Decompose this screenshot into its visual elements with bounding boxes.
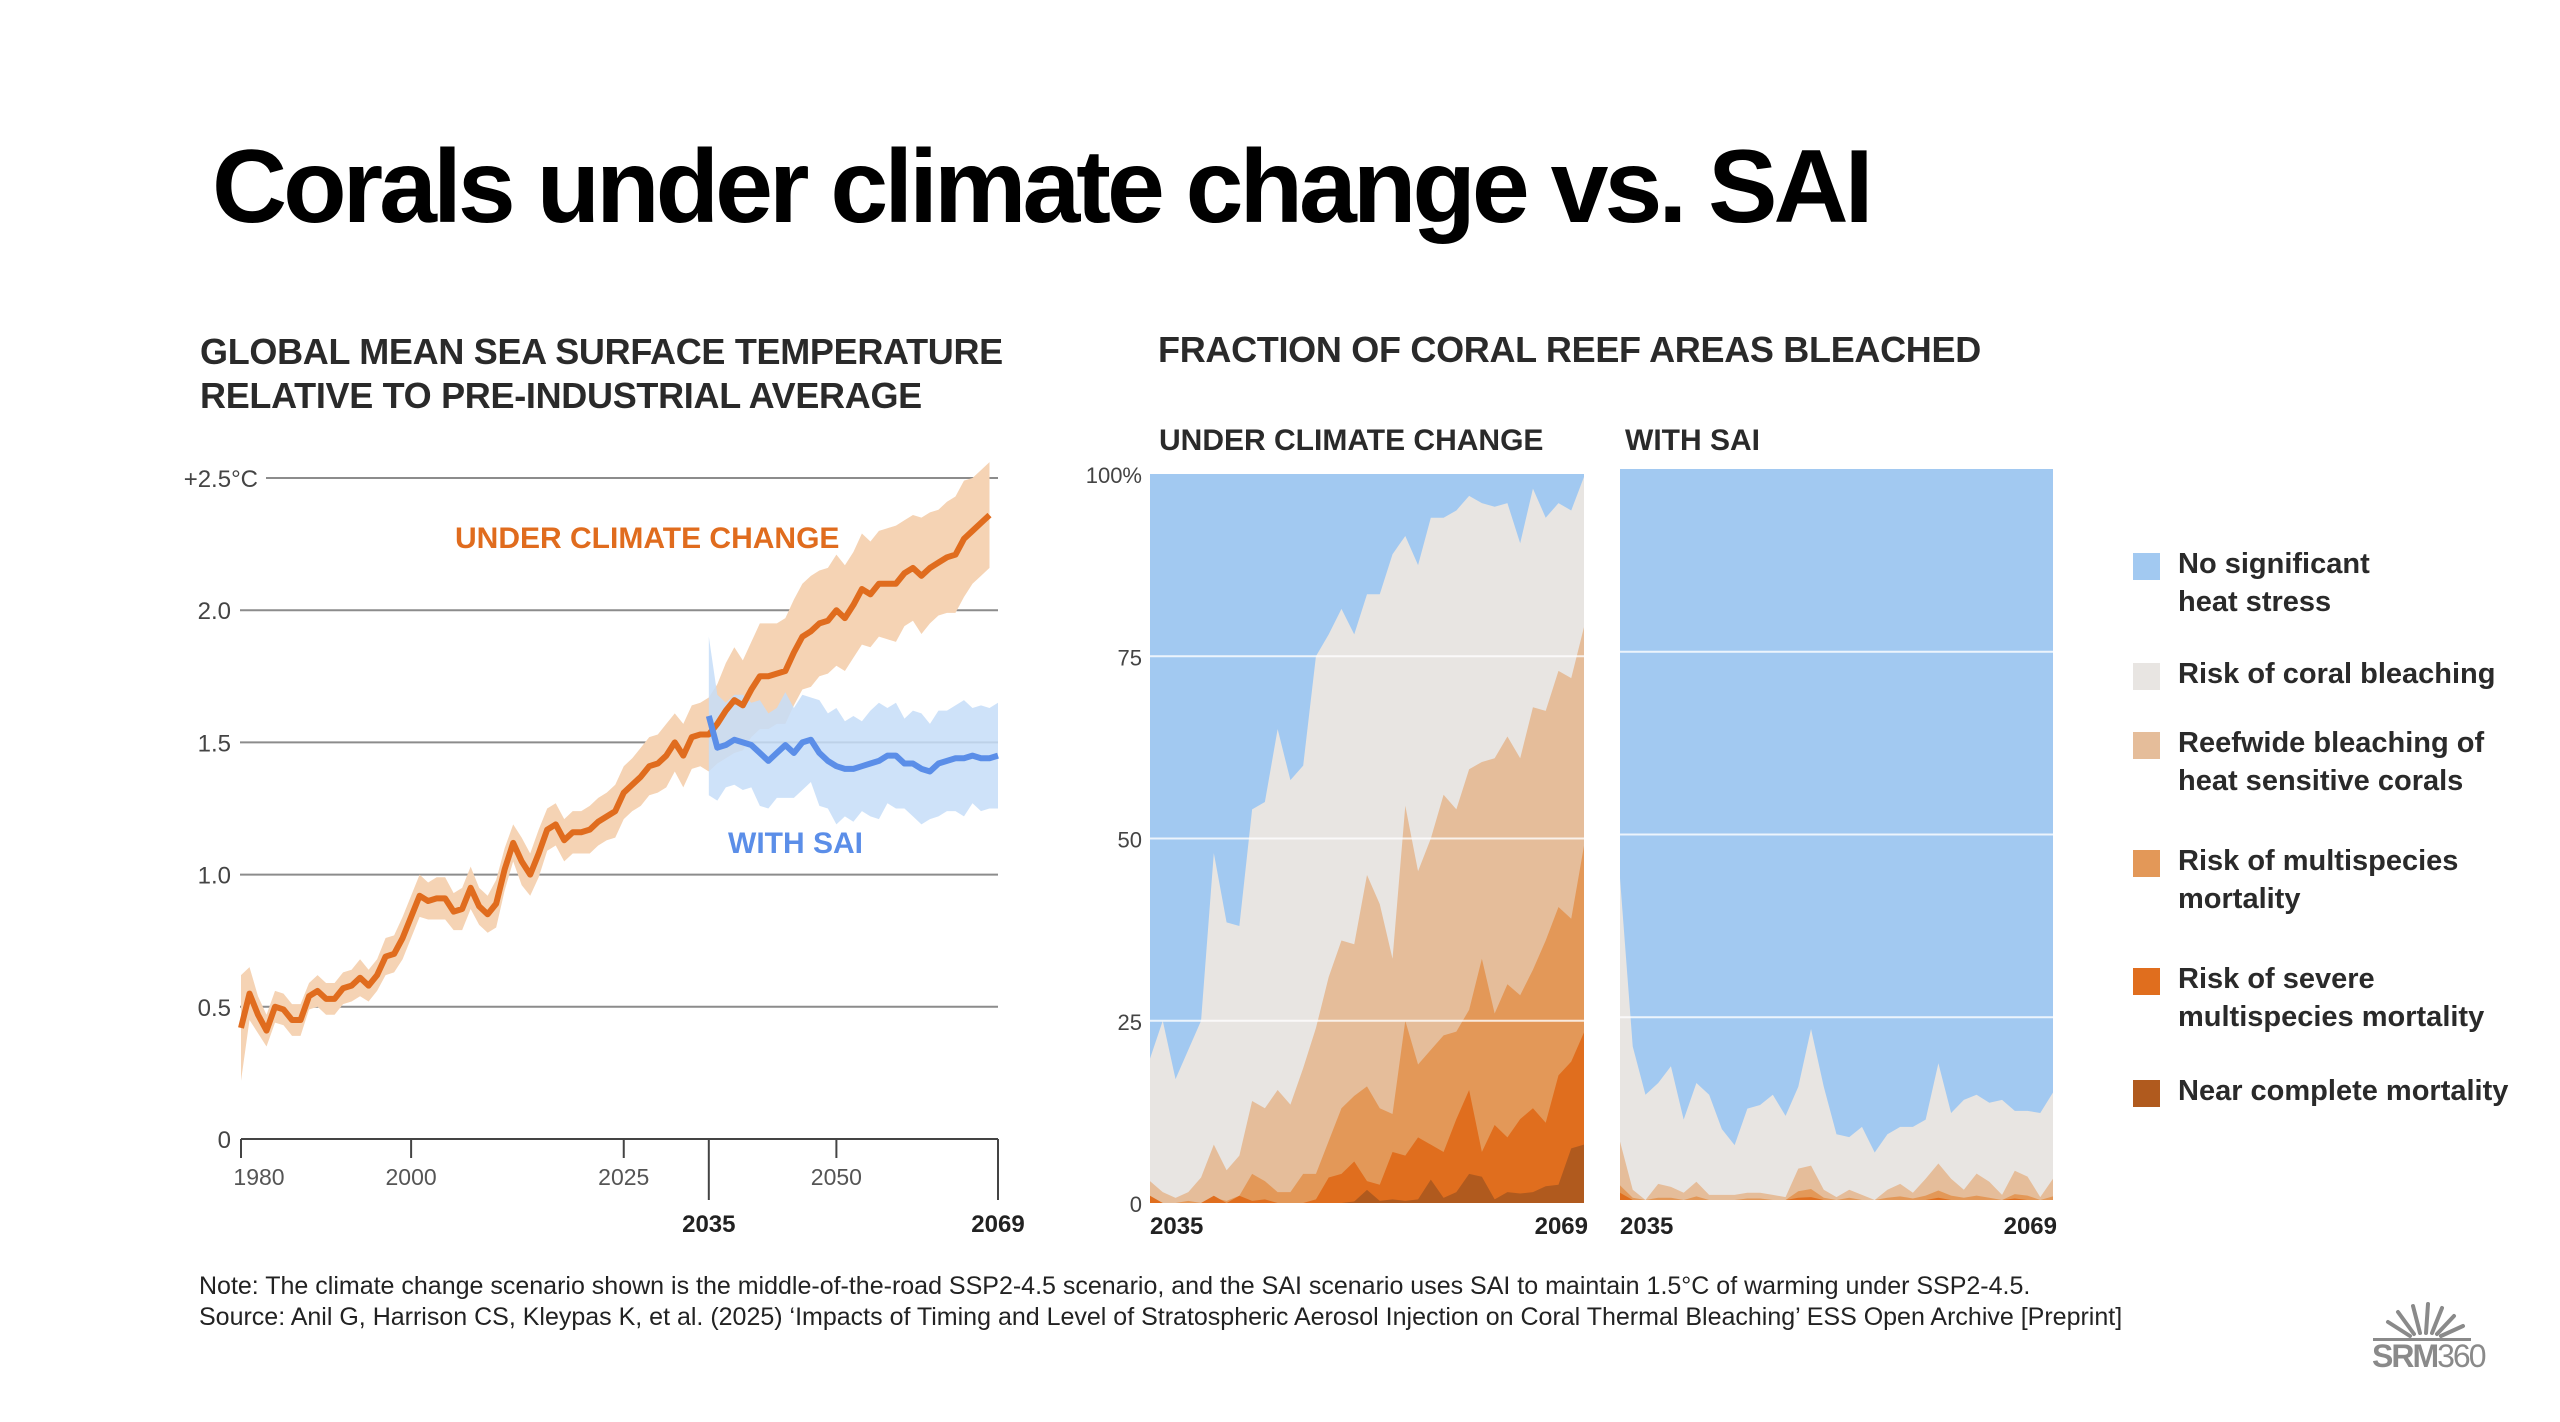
area-severe: [1620, 1192, 2053, 1200]
bleaching-chart: UNDER CLIMATE CHANGE WITH SAI 2035 2069 20…: [1086, 424, 2057, 1240]
area-multispecies: [1150, 845, 1584, 1203]
y-tick-label: 100%: [1086, 463, 1142, 488]
legend-swatch: [2133, 553, 2160, 580]
legend-swatch: [2133, 968, 2160, 995]
temperature-chart-title-line-1: GLOBAL MEAN SEA SURFACE TEMPERATURE: [200, 331, 1003, 372]
sai-uncertainty-band: [708, 636, 998, 825]
legend-label: Near complete mortality: [2178, 1072, 2560, 1110]
temperature-chart-title: GLOBAL MEAN SEA SURFACE TEMPERATURE RELA…: [200, 330, 1003, 418]
bleaching-chart-title: FRACTION OF CORAL REEF AREAS BLEACHED: [1158, 329, 1981, 370]
y-tick-label: 75: [1118, 645, 1142, 670]
legend-label-line: multispecies mortality: [2178, 1001, 2485, 1033]
legend-label: Risk of multispecies mortality: [2178, 842, 2560, 918]
legend-swatch: [2133, 732, 2160, 759]
area-bleaching: [1620, 878, 2053, 1200]
y-tick-label: 2.0: [198, 598, 231, 625]
legend-label: Risk of coral bleaching: [2178, 655, 2560, 693]
srm360-logo: SRM360: [2368, 1302, 2498, 1374]
legend-label-line: Near complete mortality: [2178, 1075, 2509, 1107]
y-tick-label: 1.5: [198, 730, 231, 757]
legend-label: No significant heat stress: [2178, 545, 2560, 621]
y-tick-label: 25: [1118, 1010, 1142, 1035]
temperature-chart-title-line-2: RELATIVE TO PRE-INDUSTRIAL AVERAGE: [200, 375, 922, 416]
legend-label: Risk of severe multispecies mortality: [2178, 960, 2560, 1036]
legend-swatch: [2133, 850, 2160, 877]
x-label-start: 2035: [1620, 1213, 1673, 1240]
temperature-chart: 0 0.5 1.0 1.5 2.0 +2.5°C 1980 2000 2025 2050 2035…: [184, 462, 1025, 1238]
legend-label: Reefwide bleaching of heat sensitive cora…: [2178, 724, 2560, 800]
y-tick-label: 0: [218, 1127, 231, 1154]
logo-text-light: 360: [2437, 1338, 2486, 1374]
legend-label-line: Reefwide bleaching of: [2178, 727, 2485, 759]
page-title: Corals under climate change vs. SAI: [212, 129, 1874, 245]
x-tick-label: 2050: [811, 1164, 862, 1190]
legend-label-line: No significant: [2178, 548, 2370, 580]
x-tick-label: 2000: [386, 1164, 437, 1190]
climate-change-uncertainty-band: [241, 462, 990, 1081]
x-label-end: 2069: [1535, 1213, 1588, 1240]
panel-title-climate-change: UNDER CLIMATE CHANGE: [1159, 424, 1543, 457]
x-tick-label: 2025: [598, 1164, 649, 1190]
series-label-sai: WITH SAI: [728, 827, 863, 860]
area-reefwide: [1620, 1141, 2053, 1200]
area-near-complete: [1150, 1144, 1584, 1203]
legend-label-line: mortality: [2178, 883, 2301, 915]
sunburst-icon: [2373, 1302, 2471, 1341]
legend-label-line: heat sensitive corals: [2178, 765, 2464, 797]
x-tick-label: 2035: [682, 1211, 735, 1238]
y-tick-label: 1.0: [198, 863, 231, 890]
source-text: Source: Anil G, Harrison CS, Kleypas K, …: [199, 1303, 2123, 1331]
legend-swatch: [2133, 663, 2160, 690]
climate-change-line: [238, 512, 992, 1034]
logo-text: SRM360: [2372, 1338, 2487, 1375]
x-label-start: 2035: [1150, 1213, 1203, 1240]
panel-title-sai: WITH SAI: [1625, 424, 1760, 457]
area-severe: [1150, 1032, 1584, 1203]
series-label-climate-change: UNDER CLIMATE CHANGE: [455, 522, 839, 555]
sai-line: [705, 715, 999, 775]
y-tick-label: 50: [1118, 828, 1142, 853]
x-label-end: 2069: [2004, 1213, 2057, 1240]
y-tick-label: 0.5: [198, 995, 231, 1022]
x-tick-label: 1980: [233, 1164, 284, 1190]
x-tick-label: 2069: [971, 1211, 1024, 1238]
legend-label-line: heat stress: [2178, 586, 2332, 618]
legend-label-line: Risk of multispecies: [2178, 845, 2459, 877]
legend-swatch: [2133, 1080, 2160, 1107]
legend-label-line: Risk of severe: [2178, 963, 2375, 995]
note-text: Note: The climate change scenario shown …: [199, 1272, 2031, 1300]
logo-text-bold: SRM: [2372, 1338, 2439, 1374]
y-tick-label: 0: [1130, 1192, 1142, 1217]
legend-label-line: Risk of coral bleaching: [2178, 658, 2496, 690]
y-tick-label: +2.5°C: [184, 466, 258, 493]
area-multispecies: [1620, 1185, 2053, 1200]
